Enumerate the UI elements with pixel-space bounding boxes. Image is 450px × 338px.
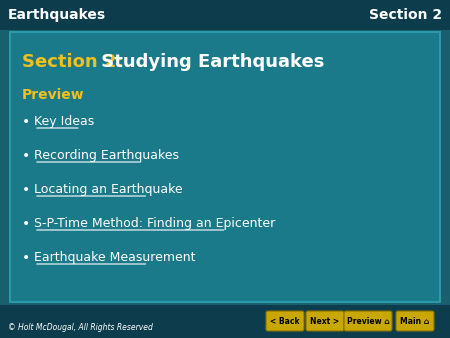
Text: •: •: [22, 251, 30, 265]
Text: © Holt McDougal, All Rights Reserved: © Holt McDougal, All Rights Reserved: [8, 323, 153, 333]
Text: Next >: Next >: [310, 316, 340, 325]
Text: Key Ideas: Key Ideas: [34, 116, 94, 128]
Text: < Back: < Back: [270, 316, 300, 325]
FancyBboxPatch shape: [10, 32, 440, 302]
Text: Studying Earthquakes: Studying Earthquakes: [95, 53, 324, 71]
Text: Main ⌂: Main ⌂: [400, 316, 430, 325]
FancyBboxPatch shape: [306, 311, 344, 331]
Text: •: •: [22, 149, 30, 163]
FancyBboxPatch shape: [0, 305, 450, 338]
Text: S-P-Time Method: Finding an Epicenter: S-P-Time Method: Finding an Epicenter: [34, 217, 275, 231]
Text: Earthquake Measurement: Earthquake Measurement: [34, 251, 195, 265]
Text: Locating an Earthquake: Locating an Earthquake: [34, 184, 183, 196]
FancyBboxPatch shape: [266, 311, 304, 331]
Text: Section 2: Section 2: [369, 8, 442, 22]
FancyBboxPatch shape: [0, 0, 450, 30]
Text: Preview ⌂: Preview ⌂: [346, 316, 389, 325]
FancyBboxPatch shape: [396, 311, 434, 331]
FancyBboxPatch shape: [344, 311, 392, 331]
Text: Section 2:: Section 2:: [22, 53, 123, 71]
Text: •: •: [22, 115, 30, 129]
Text: •: •: [22, 183, 30, 197]
Text: Earthquakes: Earthquakes: [8, 8, 106, 22]
Text: Recording Earthquakes: Recording Earthquakes: [34, 149, 179, 163]
Text: Preview: Preview: [22, 88, 85, 102]
Text: •: •: [22, 217, 30, 231]
